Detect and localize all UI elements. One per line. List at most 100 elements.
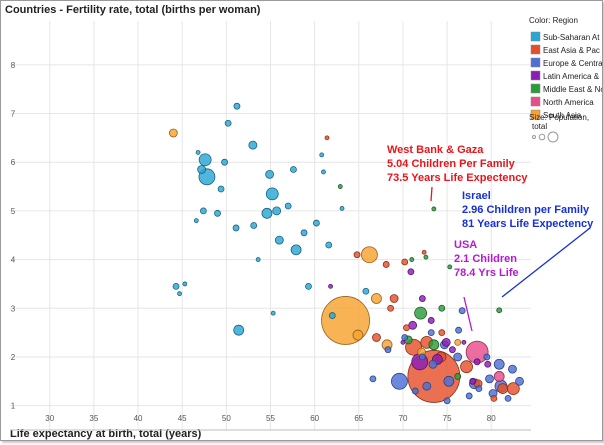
bubble-point[interactable] bbox=[232, 224, 240, 232]
bubble-point[interactable] bbox=[458, 307, 466, 315]
bubble-point[interactable] bbox=[453, 352, 463, 362]
bubble-point[interactable] bbox=[469, 377, 477, 385]
bubble-point[interactable] bbox=[409, 257, 415, 262]
bubble-point[interactable] bbox=[493, 358, 505, 370]
bubble-point[interactable] bbox=[198, 153, 212, 167]
bubble-point[interactable] bbox=[389, 294, 399, 303]
bubble-point[interactable] bbox=[261, 207, 273, 219]
bubble-point[interactable] bbox=[274, 235, 284, 245]
bubble-point[interactable] bbox=[339, 206, 345, 211]
bubble-point[interactable] bbox=[515, 376, 524, 386]
bubble-point[interactable] bbox=[362, 287, 370, 295]
bubble-point[interactable] bbox=[391, 372, 408, 390]
bubble-point[interactable] bbox=[418, 353, 426, 361]
bubble-point[interactable] bbox=[195, 150, 201, 155]
bubble-point[interactable] bbox=[290, 244, 302, 256]
bubble-point[interactable] bbox=[483, 353, 491, 361]
bubble-point[interactable] bbox=[441, 337, 451, 347]
bubble-point[interactable] bbox=[428, 359, 438, 369]
bubble-point[interactable] bbox=[504, 394, 512, 402]
bubble-point[interactable] bbox=[248, 140, 258, 150]
bubble-point[interactable] bbox=[443, 397, 451, 405]
bubble-point[interactable] bbox=[490, 394, 498, 402]
bubble-point[interactable] bbox=[371, 293, 382, 304]
bubble-point[interactable] bbox=[265, 187, 279, 201]
bubble-point[interactable] bbox=[400, 339, 406, 345]
bubble-point[interactable] bbox=[250, 222, 258, 229]
bubble-point[interactable] bbox=[484, 360, 492, 368]
bubble-point[interactable] bbox=[284, 202, 292, 210]
bubble-point[interactable] bbox=[461, 339, 467, 345]
bubble-point[interactable] bbox=[455, 326, 462, 334]
bubble-point[interactable] bbox=[508, 364, 517, 374]
bubble-point[interactable] bbox=[414, 306, 428, 320]
bubble-point[interactable] bbox=[255, 257, 261, 262]
bubble-point[interactable] bbox=[313, 219, 320, 227]
bubble-point[interactable] bbox=[328, 312, 336, 319]
bubble-point[interactable] bbox=[337, 184, 343, 189]
legend-label[interactable]: North America bbox=[543, 98, 594, 107]
bubble-point[interactable] bbox=[214, 209, 221, 217]
bubble-point[interactable] bbox=[382, 261, 390, 268]
bubble-point[interactable] bbox=[321, 169, 326, 175]
legend-label[interactable]: South Asia bbox=[543, 111, 582, 120]
bubble-point[interactable] bbox=[300, 229, 308, 237]
bubble-point[interactable] bbox=[438, 329, 446, 337]
bubble-point[interactable] bbox=[443, 375, 455, 387]
bubble-point[interactable] bbox=[199, 207, 207, 215]
legend-label[interactable]: East Asia & Pac bbox=[543, 46, 600, 55]
bubble-point[interactable] bbox=[422, 381, 432, 391]
bubble-point[interactable] bbox=[272, 206, 282, 216]
bubble-point[interactable] bbox=[438, 304, 446, 312]
bubble-point[interactable] bbox=[328, 283, 333, 289]
bubble-point[interactable] bbox=[431, 206, 437, 212]
bubble-point[interactable] bbox=[265, 169, 275, 179]
bubble-point[interactable] bbox=[497, 383, 509, 395]
bubble-point[interactable] bbox=[319, 152, 325, 158]
legend-label[interactable]: Middle East & Nc bbox=[543, 85, 604, 94]
bubble-point[interactable] bbox=[270, 310, 276, 316]
bubble-point[interactable] bbox=[403, 324, 410, 332]
bubble-point[interactable] bbox=[496, 307, 503, 314]
bubble-point[interactable] bbox=[428, 339, 440, 351]
bubble-point[interactable] bbox=[485, 374, 494, 384]
bubble-point[interactable] bbox=[423, 254, 429, 260]
bubble-point[interactable] bbox=[224, 119, 232, 127]
bubble-point[interactable] bbox=[454, 338, 462, 346]
bubble-point[interactable] bbox=[401, 258, 409, 266]
bubble-point[interactable] bbox=[369, 375, 377, 383]
bubble-point[interactable] bbox=[353, 251, 361, 259]
bubble-point[interactable] bbox=[460, 360, 473, 374]
bubble-point[interactable] bbox=[325, 241, 333, 249]
bubble-point[interactable] bbox=[197, 165, 207, 174]
bubble-point[interactable] bbox=[233, 324, 245, 336]
legend-label[interactable]: Latin America & bbox=[543, 72, 600, 81]
bubble-point[interactable] bbox=[384, 346, 392, 354]
bubble-point[interactable] bbox=[454, 373, 462, 380]
bubble-point[interactable] bbox=[221, 158, 228, 166]
bubble-point[interactable] bbox=[421, 249, 427, 255]
legend-label[interactable]: Europe & Centra bbox=[543, 59, 603, 68]
bubble-point[interactable] bbox=[305, 282, 312, 290]
bubble-point[interactable] bbox=[372, 333, 381, 342]
bubble-point[interactable] bbox=[407, 268, 415, 276]
legend-label[interactable]: Sub-Saharan At bbox=[543, 33, 600, 42]
bubble-point[interactable] bbox=[475, 385, 483, 393]
bubble-point[interactable] bbox=[411, 387, 419, 395]
bubble-point[interactable] bbox=[387, 304, 394, 312]
bubble-point[interactable] bbox=[177, 291, 182, 297]
bubble-point[interactable] bbox=[449, 346, 456, 354]
bubble-point[interactable] bbox=[168, 128, 178, 138]
bubble-point[interactable] bbox=[233, 102, 241, 110]
bubble-point[interactable] bbox=[182, 281, 188, 287]
bubble-point[interactable] bbox=[324, 135, 330, 141]
bubble-point[interactable] bbox=[418, 295, 426, 302]
bubble-point[interactable] bbox=[465, 392, 473, 400]
bubble-point[interactable] bbox=[427, 317, 435, 324]
bubble-point[interactable] bbox=[447, 264, 453, 270]
bubble-point[interactable] bbox=[290, 166, 297, 173]
bubble-point[interactable] bbox=[361, 246, 378, 264]
bubble-point[interactable] bbox=[493, 371, 505, 382]
bubble-point[interactable] bbox=[172, 282, 180, 290]
bubble-point[interactable] bbox=[193, 218, 199, 224]
